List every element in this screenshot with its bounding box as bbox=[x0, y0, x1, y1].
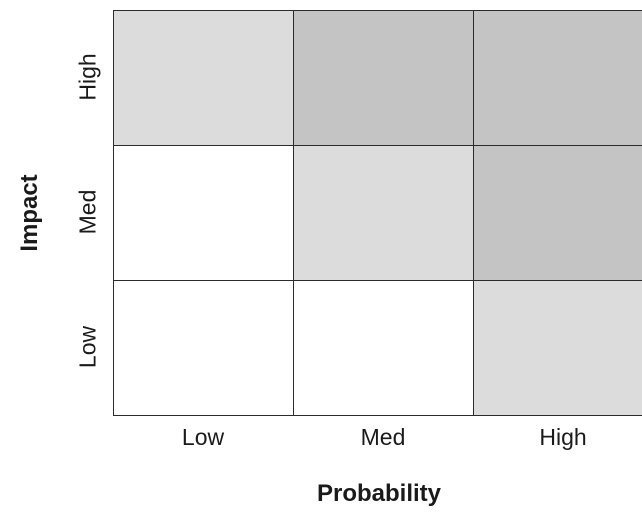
y-tick-label-med: Med bbox=[74, 189, 101, 235]
y-tick-label-high: High bbox=[74, 53, 101, 101]
matrix-cell-impact-med-probability-med bbox=[294, 146, 474, 281]
x-axis-title: Probability bbox=[316, 480, 442, 507]
risk-matrix-grid bbox=[113, 10, 642, 416]
y-tick-label-low: Low bbox=[74, 325, 101, 369]
matrix-cell-impact-med-probability-low bbox=[114, 146, 294, 281]
matrix-cell-impact-low-probability-med bbox=[294, 281, 474, 415]
matrix-cell-impact-med-probability-high bbox=[474, 146, 642, 281]
matrix-cell-impact-high-probability-med bbox=[294, 11, 474, 146]
matrix-cell-impact-low-probability-low bbox=[114, 281, 294, 415]
x-tick-med: Med bbox=[360, 424, 406, 450]
x-tick-high: High bbox=[539, 424, 587, 450]
matrix-cell-impact-high-probability-low bbox=[114, 11, 294, 146]
x-tick-low: Low bbox=[181, 424, 225, 450]
y-axis-title-label: Impact bbox=[16, 174, 43, 252]
matrix-cell-impact-low-probability-high bbox=[474, 281, 642, 415]
matrix-cell-impact-high-probability-high bbox=[474, 11, 642, 146]
